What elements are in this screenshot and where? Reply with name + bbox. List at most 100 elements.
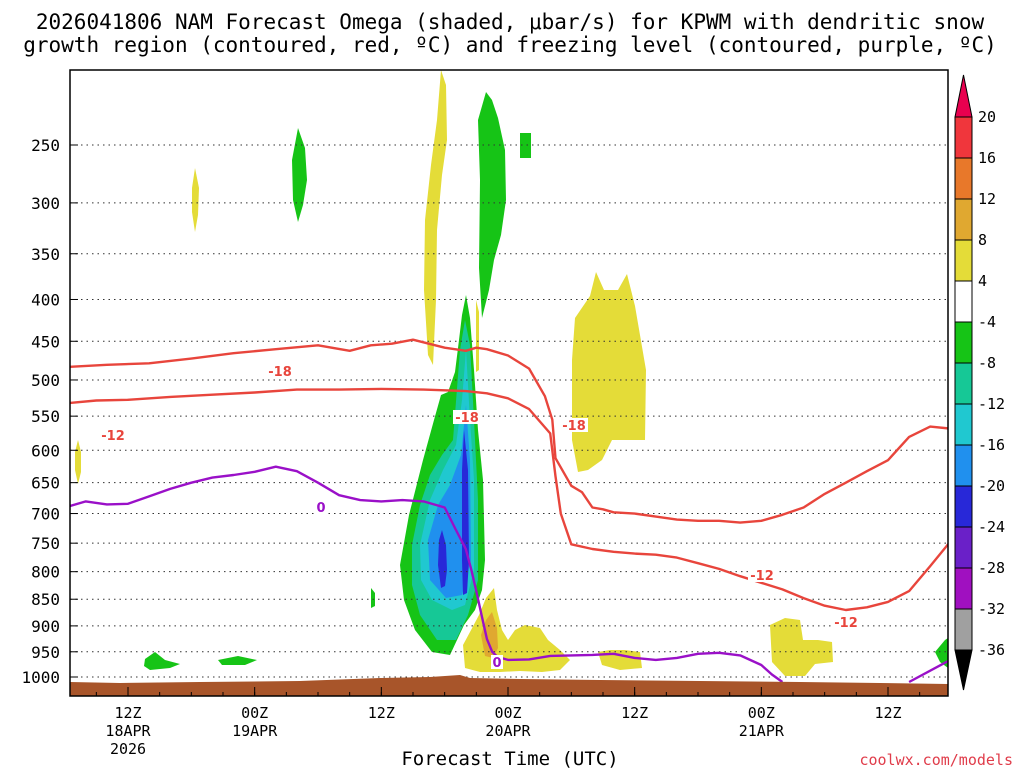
x-tick-label: 12Z <box>114 704 141 722</box>
omega-yellow-column <box>424 70 447 365</box>
omega-green-small-mid <box>371 588 375 608</box>
omega-green-east-edge <box>935 638 948 668</box>
contour-labels: -18 -12 -18 -18 -12 -12 0 0 <box>99 364 860 671</box>
x-tick-year: 2026 <box>110 740 146 758</box>
colorbar-label: -20 <box>978 477 1005 495</box>
colorbar-label: -28 <box>978 559 1005 577</box>
colorbar-box <box>954 485 973 528</box>
contour-label: -12 <box>750 569 774 584</box>
contour-line <box>70 465 784 683</box>
x-tick-date: 19APR <box>232 722 278 740</box>
contour-line <box>70 387 948 612</box>
colorbar-label: -12 <box>978 395 1005 413</box>
y-tick-label: 850 <box>31 590 60 609</box>
y-tick-label: 600 <box>31 441 60 460</box>
omega-yellow-mid-south <box>598 650 642 670</box>
contour-lines <box>70 338 948 684</box>
colorbar-label: -24 <box>978 518 1005 536</box>
omega-orange-base <box>481 612 498 658</box>
colorbar-box <box>954 198 973 241</box>
omega-darkblue-west <box>438 530 447 588</box>
omega-green-square <box>520 133 531 158</box>
omega-green-sw-2 <box>218 656 257 665</box>
omega-yellow-blob-east <box>572 272 646 472</box>
contour-label-bg <box>560 418 588 432</box>
omega-green-column <box>478 92 506 318</box>
y-tick-label: 950 <box>31 643 60 662</box>
contour-label-bg <box>266 364 294 378</box>
colorbar: 20 16 12 8 4 -4 -8 -12 -16 -20 -24 -28 -32 -36 <box>954 74 1005 691</box>
colorbar-box <box>954 157 973 200</box>
contour-label: -12 <box>101 429 125 444</box>
grid-lines <box>70 144 948 678</box>
contour-label-bg <box>99 428 127 442</box>
y-tick-label: 300 <box>31 194 60 213</box>
omega-yellow-east-south <box>770 618 833 676</box>
x-tick-label: 00Z <box>241 704 268 722</box>
contour-line <box>908 659 948 684</box>
colorbar-top-arrow <box>954 74 973 118</box>
colorbar-box <box>954 362 973 405</box>
plot-area: -18 -12 -18 -18 -12 -12 0 0 250 300 350 400 450 500 5… <box>21 69 949 758</box>
colorbar-label: 4 <box>978 272 987 290</box>
colorbar-label: 20 <box>978 108 996 126</box>
contour-label: 0 <box>316 501 325 516</box>
y-tick-label: 1000 <box>21 668 60 687</box>
terrain-band <box>70 675 948 696</box>
x-tick-label: 12Z <box>621 704 648 722</box>
colorbar-box <box>954 526 973 569</box>
plot-frame <box>69 69 949 697</box>
colorbar-label: 12 <box>978 190 996 208</box>
contour-label: -18 <box>455 411 479 426</box>
x-tick-label: 12Z <box>368 704 395 722</box>
colorbar-box <box>954 403 973 446</box>
contour-label: -18 <box>268 365 292 380</box>
x-tick-label: 12Z <box>874 704 901 722</box>
chart-title-line-1: 2026041806 NAM Forecast Omega (shaded, μ… <box>36 10 985 34</box>
contour-label-bg <box>748 568 776 582</box>
y-tick-label: 400 <box>31 290 60 309</box>
chart-title-line-2: growth region (contoured, red, ºC) and f… <box>23 33 997 57</box>
colorbar-box <box>954 608 973 651</box>
colorbar-box <box>954 567 973 610</box>
colorbar-label: -36 <box>978 641 1005 659</box>
contour-label-bg <box>832 615 860 629</box>
omega-yellow-strip <box>476 300 479 372</box>
x-tick-label: 00Z <box>494 704 521 722</box>
x-tick-date: 20APR <box>485 722 531 740</box>
contour-label: 0 <box>492 656 501 671</box>
omega-yellow-small-left <box>75 440 81 484</box>
colorbar-box <box>954 444 973 487</box>
y-tick-label: 650 <box>31 474 60 493</box>
x-tick-date: 18APR <box>105 722 151 740</box>
y-tick-label: 900 <box>31 617 60 636</box>
omega-shading <box>75 70 948 676</box>
y-tick-label: 350 <box>31 245 60 264</box>
y-tick-label: 700 <box>31 505 60 524</box>
colorbar-label: -16 <box>978 436 1005 454</box>
colorbar-label: 8 <box>978 231 987 249</box>
colorbar-box <box>954 239 973 282</box>
colorbar-box <box>954 321 973 364</box>
contour-line <box>70 338 948 524</box>
y-tick-label: 450 <box>31 332 60 351</box>
colorbar-label: -8 <box>978 354 996 372</box>
y-tick-label: 250 <box>31 136 60 155</box>
colorbar-box <box>954 116 973 159</box>
contour-label-bg <box>315 500 327 514</box>
omega-green-upper-left <box>292 128 307 222</box>
contour-label-bg <box>453 410 481 424</box>
colorbar-label: -4 <box>978 313 996 331</box>
y-axis-ticks: 250 300 350 400 450 500 550 600 650 700 750 800 850 9… <box>21 136 78 687</box>
y-tick-label: 750 <box>31 534 60 553</box>
y-tick-label: 500 <box>31 371 60 390</box>
contour-label: -12 <box>834 616 858 631</box>
x-tick-label: 00Z <box>748 704 775 722</box>
contour-label: -18 <box>562 419 586 434</box>
y-tick-label: 550 <box>31 407 60 426</box>
x-tick-date: 21APR <box>739 722 785 740</box>
colorbar-box <box>954 280 973 323</box>
omega-yellow-small-upper <box>192 168 199 232</box>
